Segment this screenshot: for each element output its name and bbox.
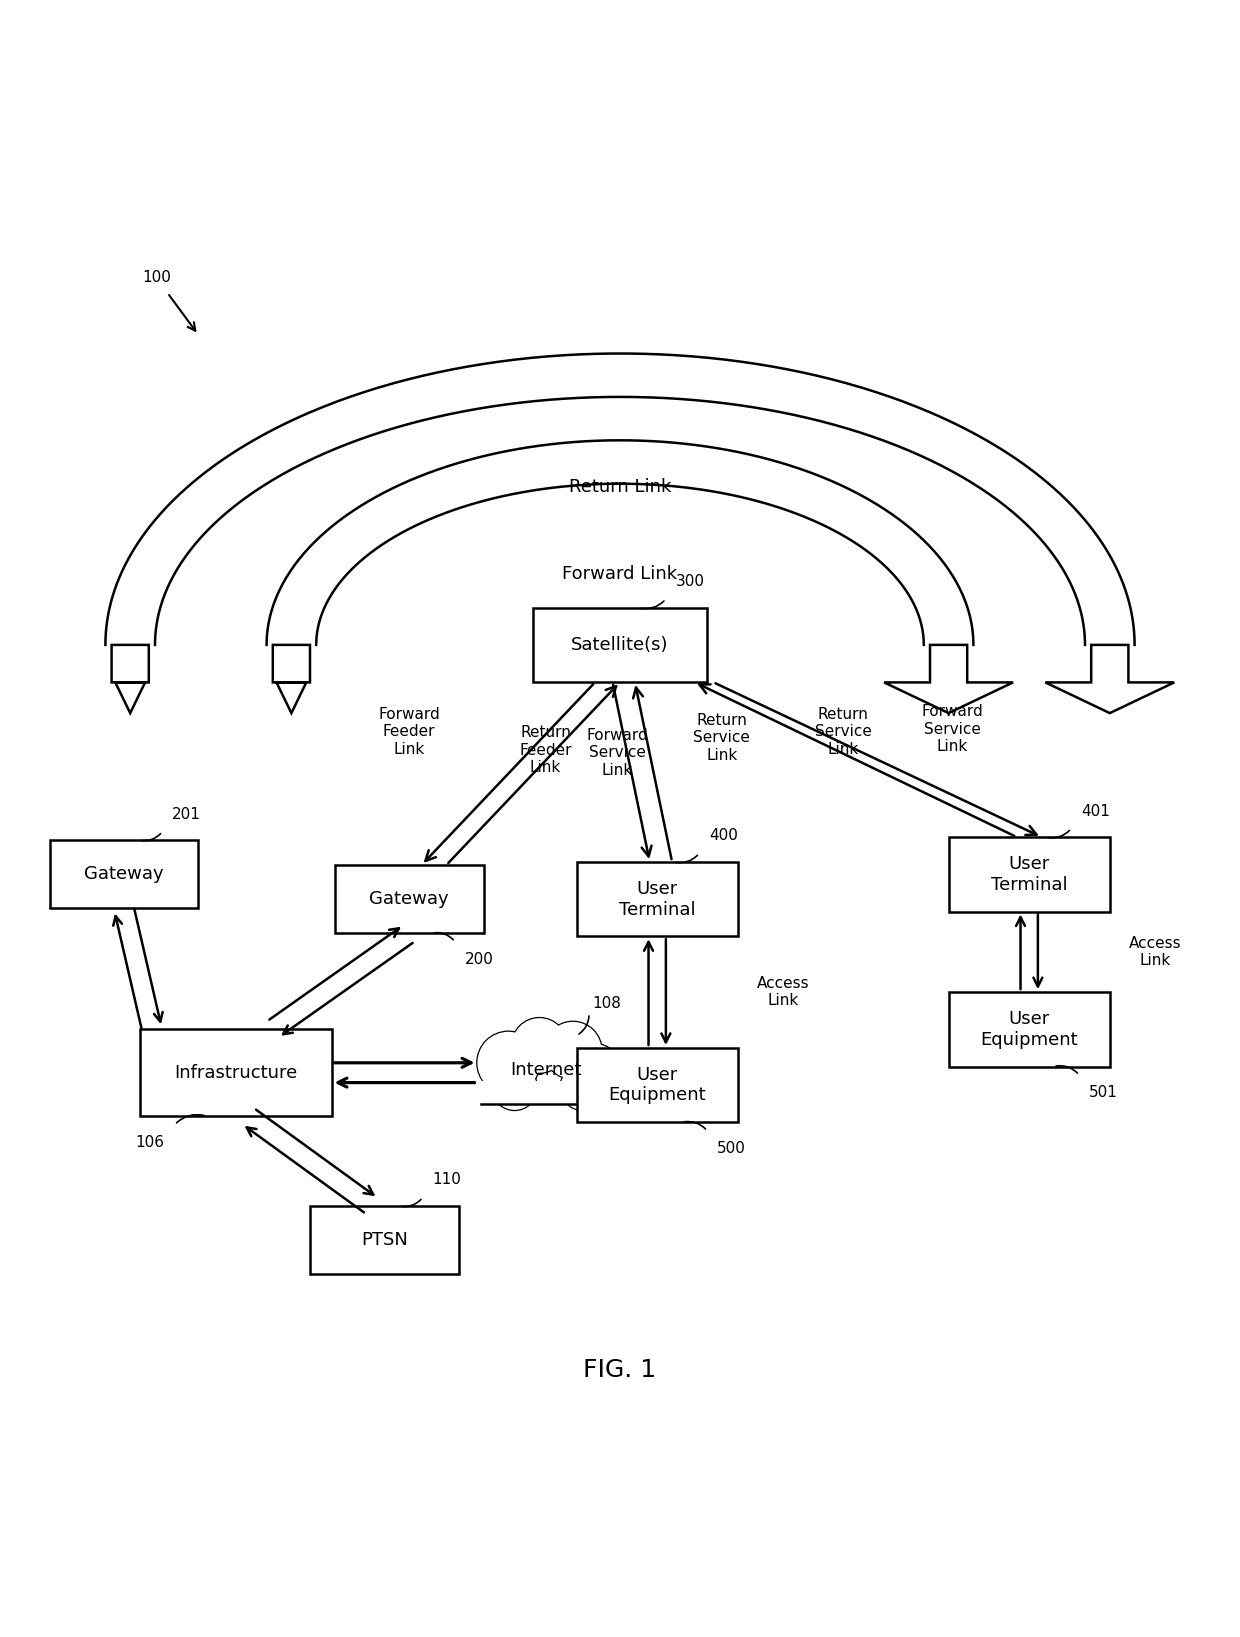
Text: Infrastructure: Infrastructure [174, 1064, 298, 1082]
Bar [50, 840, 198, 909]
Text: 400: 400 [709, 828, 738, 843]
Circle shape [512, 1018, 567, 1072]
Circle shape [544, 1021, 601, 1079]
Text: 300: 300 [676, 575, 704, 589]
Text: Access
Link: Access Link [756, 976, 808, 1008]
Text: PTSN: PTSN [361, 1231, 408, 1249]
Text: User
Terminal: User Terminal [991, 855, 1068, 894]
Text: Access
Link: Access Link [1128, 936, 1180, 967]
Text: 401: 401 [1081, 804, 1110, 818]
Bar [949, 992, 1110, 1066]
Bar [139, 1030, 332, 1116]
Text: 106: 106 [135, 1134, 165, 1149]
Text: FIG. 1: FIG. 1 [584, 1359, 656, 1382]
Text: 201: 201 [172, 807, 201, 822]
Polygon shape [112, 645, 149, 714]
Text: Satellite(s): Satellite(s) [572, 635, 668, 653]
Text: Return
Feeder
Link: Return Feeder Link [520, 725, 572, 776]
Text: 100: 100 [143, 270, 171, 285]
Text: 500: 500 [717, 1141, 746, 1156]
Text: Gateway: Gateway [370, 891, 449, 909]
Bar [949, 837, 1110, 912]
Text: Forward Link: Forward Link [563, 565, 677, 583]
Circle shape [560, 1066, 605, 1110]
Text: User
Equipment: User Equipment [609, 1066, 706, 1105]
Bar [481, 1082, 610, 1103]
Bar [577, 1048, 738, 1123]
Text: 108: 108 [593, 995, 621, 1010]
Text: 501: 501 [1089, 1085, 1118, 1100]
Text: Internet: Internet [510, 1061, 582, 1079]
Bar [335, 864, 484, 933]
Text: Forward
Service
Link: Forward Service Link [587, 728, 649, 778]
Bar [577, 863, 738, 936]
Bar [310, 1206, 459, 1274]
Text: Forward
Service
Link: Forward Service Link [921, 704, 983, 755]
Text: Return Link: Return Link [569, 478, 671, 496]
Circle shape [477, 1031, 539, 1094]
Circle shape [570, 1044, 620, 1094]
Polygon shape [1045, 645, 1174, 714]
Polygon shape [273, 645, 310, 714]
Circle shape [492, 1066, 537, 1110]
Text: Gateway: Gateway [84, 866, 164, 884]
Text: User
Equipment: User Equipment [981, 1010, 1078, 1049]
Text: Return
Service
Link: Return Service Link [815, 707, 872, 756]
Text: 110: 110 [433, 1172, 461, 1187]
Polygon shape [884, 645, 1013, 714]
Text: User
Terminal: User Terminal [619, 879, 696, 918]
Text: Forward
Feeder
Link: Forward Feeder Link [378, 707, 440, 756]
Bar [533, 607, 707, 683]
Text: 200: 200 [465, 951, 494, 967]
Text: Return
Service
Link: Return Service Link [693, 714, 750, 763]
